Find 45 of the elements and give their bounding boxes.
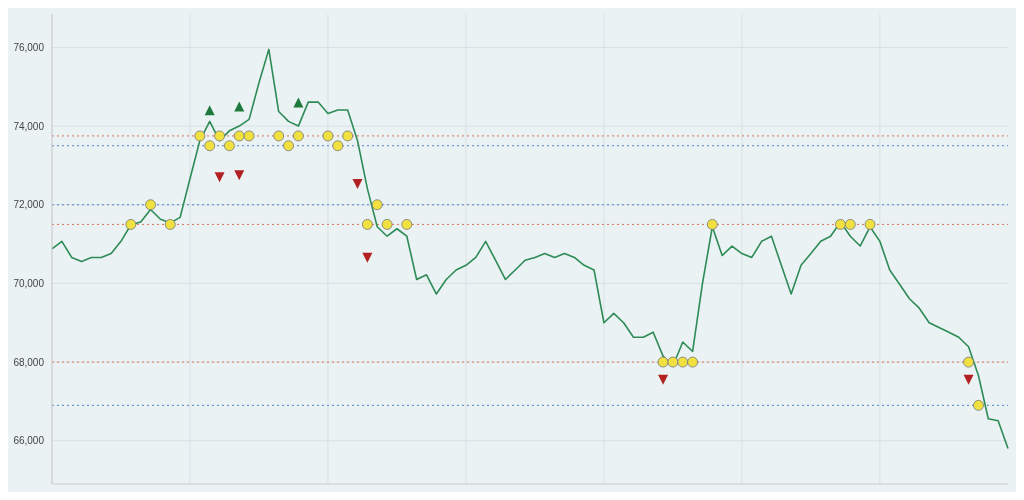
point: [687, 356, 699, 368]
point: [973, 399, 984, 411]
point: [362, 252, 373, 263]
point: [706, 219, 718, 230]
point: [342, 130, 354, 142]
point: [293, 97, 304, 108]
point: [125, 219, 137, 230]
point: [194, 130, 206, 142]
point: [371, 199, 383, 211]
y-tick-label: 68,000: [13, 356, 45, 368]
y-tick-label: 74,000: [13, 120, 45, 132]
point: [234, 170, 245, 181]
point: [352, 178, 363, 189]
point: [224, 140, 235, 152]
y-tick-label: 70,000: [13, 277, 45, 289]
point: [204, 105, 215, 116]
point: [233, 130, 245, 142]
point: [273, 130, 285, 142]
point: [361, 219, 373, 230]
point: [243, 130, 255, 142]
point: [657, 356, 669, 368]
point: [234, 101, 245, 112]
point: [658, 374, 669, 385]
point: [292, 130, 304, 142]
point: [844, 219, 856, 230]
y-tick-label: 76,000: [13, 41, 45, 53]
point: [214, 172, 225, 183]
point: [204, 140, 216, 152]
point: [963, 356, 974, 368]
point: [322, 130, 334, 142]
point: [667, 356, 679, 368]
point: [283, 140, 294, 152]
point: [381, 219, 393, 230]
point: [677, 356, 689, 368]
point: [164, 219, 176, 230]
point: [401, 219, 413, 230]
y-tick-label: 66,000: [13, 435, 45, 447]
line-series: [51, 48, 1009, 450]
y-tick-label: 72,000: [13, 199, 45, 211]
point: [963, 374, 974, 385]
point: [332, 140, 344, 152]
point: [864, 219, 876, 230]
point: [835, 219, 846, 230]
point: [145, 199, 156, 211]
point: [214, 130, 225, 142]
